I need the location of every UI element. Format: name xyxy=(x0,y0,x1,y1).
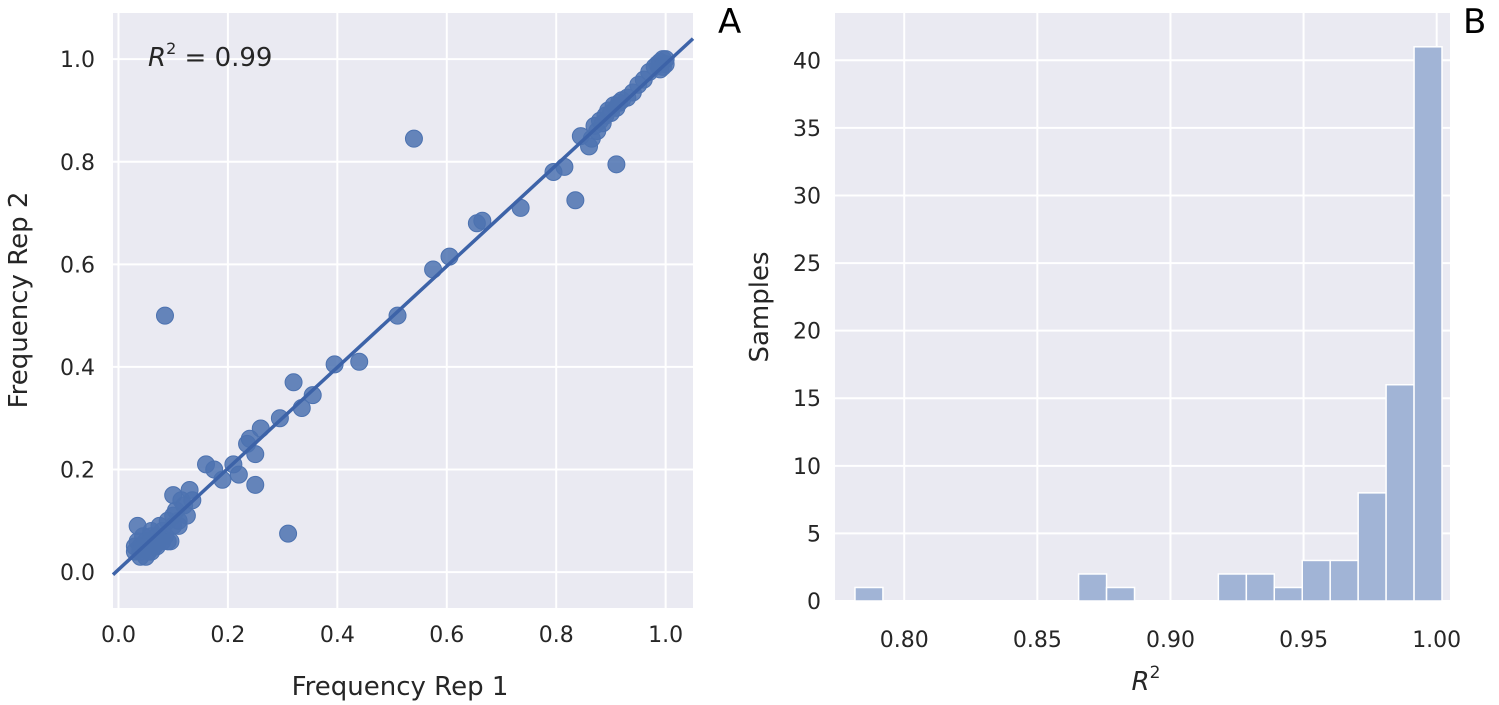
histogram-x-tick-label: 1.00 xyxy=(1412,628,1461,653)
scatter-y-axis-label: Frequency Rep 2 xyxy=(4,192,34,409)
scatter-point xyxy=(155,306,174,325)
histogram-bar xyxy=(1273,586,1303,602)
scatter-panel: 0.0 0.2 0.4 0.6 0.8 1.0 0.0 0.2 0.4 0.6 0.8 1.0 R2… xyxy=(4,2,741,702)
histogram-bar xyxy=(1245,573,1276,602)
scatter-x-ticks: 0.0 0.2 0.4 0.6 0.8 1.0 xyxy=(101,623,683,648)
scatter-x-tick-label: 0.2 xyxy=(210,623,245,648)
regression-line xyxy=(111,37,695,576)
scatter-point xyxy=(388,306,407,325)
histogram-y-tick-label: 10 xyxy=(793,455,821,480)
histogram-bar xyxy=(1217,573,1248,602)
scatter-y-tick-label: 0.8 xyxy=(60,151,95,176)
scatter-y-tick-label: 0.2 xyxy=(60,459,95,484)
scatter-y-tick-label: 0.0 xyxy=(60,561,95,586)
panel-label-b: B xyxy=(1463,2,1486,42)
scatter-point xyxy=(246,475,265,494)
scatter-y-tick-label: 0.6 xyxy=(60,253,95,278)
histogram-y-ticks: 0 5 10 15 20 25 30 35 40 xyxy=(793,49,821,615)
scatter-x-tick-label: 0.8 xyxy=(539,623,574,648)
histogram-y-tick-label: 15 xyxy=(793,387,821,412)
scatter-x-tick-label: 0.0 xyxy=(101,623,136,648)
histogram-y-tick-label: 20 xyxy=(793,320,821,345)
scatter-point xyxy=(164,486,183,505)
histogram-bar xyxy=(854,586,884,602)
scatter-point xyxy=(303,386,322,405)
histogram-y-tick-label: 25 xyxy=(793,252,821,277)
histogram-y-tick-label: 5 xyxy=(807,522,821,547)
scatter-point xyxy=(350,352,369,371)
scatter-point xyxy=(404,129,423,148)
histogram-x-axis-label: R2 xyxy=(1132,663,1161,697)
histogram-x-tick-label: 0.80 xyxy=(880,628,929,653)
panel-label-a: A xyxy=(718,2,741,42)
histogram-bars xyxy=(854,46,1443,602)
histogram-x-tick-label: 0.90 xyxy=(1146,628,1195,653)
histogram-bar xyxy=(1077,573,1108,602)
histogram-y-tick-label: 0 xyxy=(807,590,821,615)
scatter-point xyxy=(246,445,265,464)
histogram-x-tick-label: 0.85 xyxy=(1013,628,1062,653)
scatter-point xyxy=(279,524,298,543)
scatter-y-ticks: 0.0 0.2 0.4 0.6 0.8 1.0 xyxy=(60,48,95,586)
scatter-y-tick-label: 0.4 xyxy=(60,356,95,381)
scatter-point xyxy=(473,211,492,230)
histogram-y-tick-label: 35 xyxy=(793,117,821,142)
histogram-bar xyxy=(1105,586,1136,602)
scatter-point xyxy=(284,373,303,392)
histogram-bar xyxy=(1329,559,1359,602)
scatter-point xyxy=(128,516,147,535)
histogram-y-axis-label: Samples xyxy=(745,251,775,362)
histogram-bar xyxy=(1413,46,1443,602)
fit-line xyxy=(111,37,695,576)
scatter-x-tick-label: 0.6 xyxy=(429,623,464,648)
histogram-y-tick-label: 30 xyxy=(793,184,821,209)
scatter-point xyxy=(607,155,626,174)
r-squared-annotation: R2 = 0.99 xyxy=(148,39,272,73)
histogram-bar xyxy=(1385,383,1415,602)
scatter-x-tick-label: 1.0 xyxy=(648,623,683,648)
histogram-bar xyxy=(1301,559,1331,602)
histogram-x-tick-label: 0.95 xyxy=(1279,628,1328,653)
scatter-x-tick-label: 0.4 xyxy=(320,623,355,648)
scatter-point xyxy=(229,465,248,484)
scatter-point xyxy=(169,516,188,535)
scatter-point xyxy=(566,191,585,210)
histogram-panel: 0.80 0.85 0.90 0.95 1.00 0 5 10 15 20 25 30 35 40 R2… xyxy=(745,2,1486,697)
histogram-x-ticks: 0.80 0.85 0.90 0.95 1.00 xyxy=(880,628,1461,653)
scatter-point xyxy=(161,532,180,551)
histogram-plot-area xyxy=(835,13,1450,601)
histogram-bar xyxy=(1357,492,1387,602)
histogram-y-tick-label: 40 xyxy=(793,49,821,74)
scatter-y-tick-label: 1.0 xyxy=(60,48,95,73)
scatter-x-axis-label: Frequency Rep 1 xyxy=(292,672,509,702)
